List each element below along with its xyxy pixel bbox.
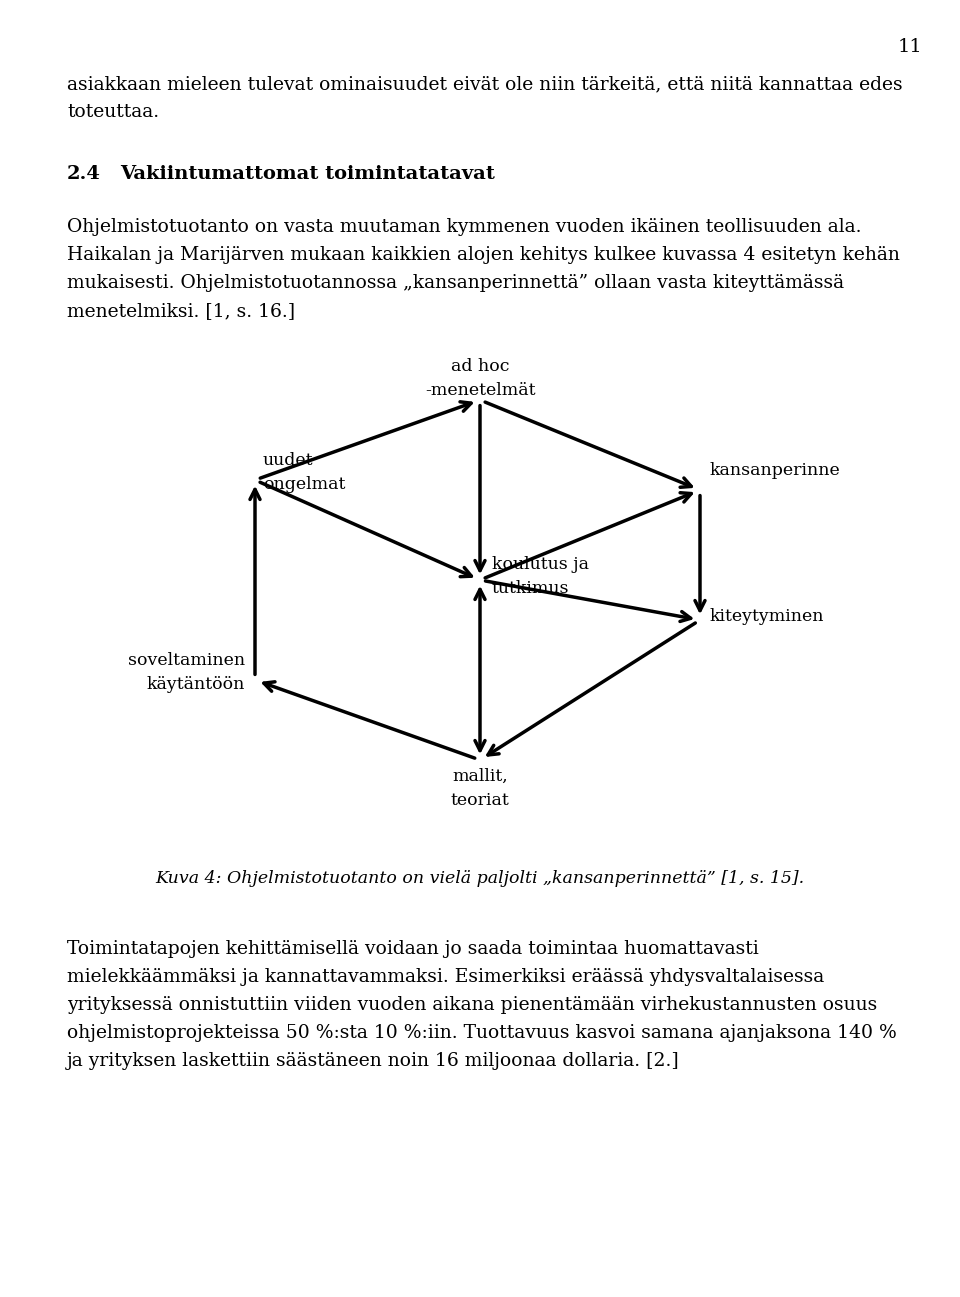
Text: toteuttaa.: toteuttaa.	[67, 102, 159, 121]
Text: ohjelmistoprojekteissa 50 %:sta 10 %:iin. Tuottavuus kasvoi samana ajanjaksona 1: ohjelmistoprojekteissa 50 %:sta 10 %:iin…	[67, 1025, 897, 1041]
Text: Kuva 4: Ohjelmistotuotanto on vielä paljolti „kansanperinnettä” [1, s. 15].: Kuva 4: Ohjelmistotuotanto on vielä palj…	[156, 870, 804, 887]
Text: mallit,: mallit,	[452, 768, 508, 785]
Text: Ohjelmistotuotanto on vasta muutaman kymmenen vuoden ikäinen teollisuuden ala.: Ohjelmistotuotanto on vasta muutaman kym…	[67, 218, 861, 236]
Text: 11: 11	[898, 38, 923, 56]
Text: teoriat: teoriat	[450, 791, 510, 809]
Text: menetelmiksi. [1, s. 16.]: menetelmiksi. [1, s. 16.]	[67, 302, 295, 320]
Text: mielekkäämmäksi ja kannattavammaksi. Esimerkiksi eräässä yhdysvaltalaisessa: mielekkäämmäksi ja kannattavammaksi. Esi…	[67, 968, 825, 986]
Text: Vakiintumattomat toimintatatavat: Vakiintumattomat toimintatatavat	[120, 165, 494, 183]
Text: -menetelmät: -menetelmät	[424, 381, 536, 398]
Text: asiakkaan mieleen tulevat ominaisuudet eivät ole niin tärkeitä, että niitä kanna: asiakkaan mieleen tulevat ominaisuudet e…	[67, 75, 902, 93]
Text: Toimintatapojen kehittämisellä voidaan jo saada toimintaa huomattavasti: Toimintatapojen kehittämisellä voidaan j…	[67, 940, 758, 958]
Text: ja yrityksen laskettiin säästäneen noin 16 miljoonaa dollaria. [2.]: ja yrityksen laskettiin säästäneen noin …	[67, 1052, 680, 1070]
Text: ongelmat: ongelmat	[263, 476, 346, 493]
Text: koulutus ja: koulutus ja	[492, 556, 589, 573]
Text: ad hoc: ad hoc	[451, 358, 509, 375]
Text: käytäntöön: käytäntöön	[147, 676, 245, 693]
Text: 2.4: 2.4	[67, 165, 101, 183]
Text: kansanperinne: kansanperinne	[710, 462, 841, 479]
Text: mukaisesti. Ohjelmistotuotannossa „kansanperinnettä” ollaan vasta kiteyttämässä: mukaisesti. Ohjelmistotuotannossa „kansa…	[67, 274, 844, 292]
Text: soveltaminen: soveltaminen	[128, 652, 245, 669]
Text: tutkimus: tutkimus	[492, 580, 569, 597]
Text: Haikalan ja Marijärven mukaan kaikkien alojen kehitys kulkee kuvassa 4 esitetyn : Haikalan ja Marijärven mukaan kaikkien a…	[67, 246, 900, 265]
Text: kiteytyminen: kiteytyminen	[710, 608, 825, 625]
Text: yrityksessä onnistuttiin viiden vuoden aikana pienentämään virhekustannusten osu: yrityksessä onnistuttiin viiden vuoden a…	[67, 996, 877, 1014]
Text: uudet: uudet	[263, 451, 314, 470]
